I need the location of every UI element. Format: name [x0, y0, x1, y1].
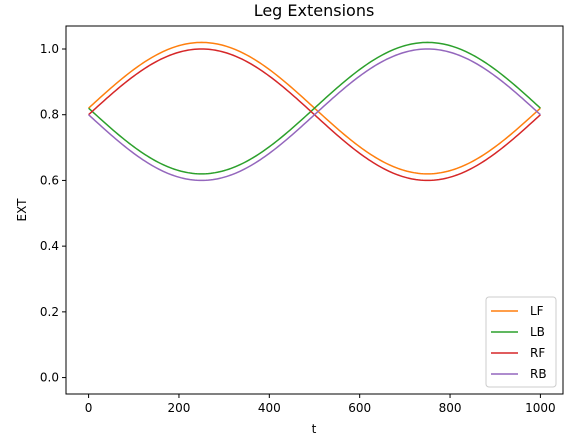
x-tick-label: 1000	[525, 401, 556, 415]
x-axis-label: t	[312, 422, 317, 436]
y-tick-label: 0.0	[40, 371, 59, 385]
y-tick-label: 1.0	[40, 42, 59, 56]
y-axis-label: EXT	[15, 198, 29, 222]
x-tick-label: 400	[258, 401, 281, 415]
legend-label-lb: LB	[530, 325, 545, 339]
chart-title: Leg Extensions	[254, 1, 375, 20]
x-axis-ticks: 0 200 400 600 800 1000	[85, 394, 556, 415]
legend-label-rf: RF	[530, 346, 545, 360]
x-tick-label: 0	[85, 401, 93, 415]
x-tick-label: 600	[348, 401, 371, 415]
y-tick-label: 0.8	[40, 108, 59, 122]
x-tick-label: 200	[168, 401, 191, 415]
y-tick-label: 0.4	[40, 239, 59, 253]
y-tick-label: 0.6	[40, 173, 59, 187]
y-axis-ticks: 0.0 0.2 0.4 0.6 0.8 1.0	[40, 42, 66, 385]
legend-label-lf: LF	[530, 304, 544, 318]
x-tick-label: 800	[439, 401, 462, 415]
legend: LF LB RF RB	[486, 297, 556, 387]
series-layer	[89, 42, 541, 180]
legend-label-rb: RB	[530, 367, 547, 381]
y-tick-label: 0.2	[40, 305, 59, 319]
